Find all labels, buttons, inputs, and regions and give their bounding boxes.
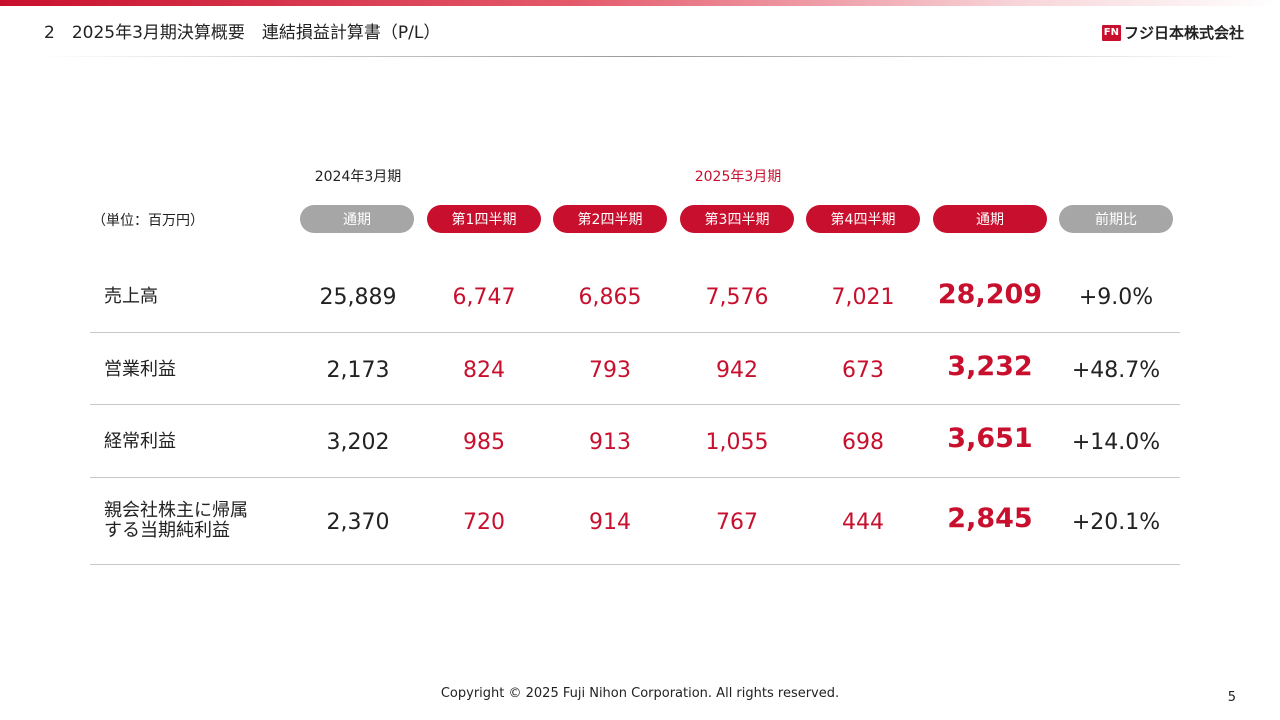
- column-header-q1: 第1四半期: [427, 205, 541, 233]
- logo-mark-icon: FN: [1101, 24, 1121, 41]
- company-logo: FN フジ日本株式会社: [1101, 22, 1244, 43]
- row-divider: [90, 404, 1180, 405]
- period-label-2025: 2025年3月期: [694, 169, 782, 185]
- full-year-value: 3,651: [947, 423, 1033, 454]
- yoy-value: +48.7%: [1071, 358, 1161, 383]
- column-header-q3: 第3四半期: [680, 205, 794, 233]
- q2-value: 793: [589, 358, 631, 383]
- period-label-2024: 2024年3月期: [314, 169, 402, 185]
- top-accent-bar: [0, 0, 1280, 6]
- row-label: 売上高: [104, 286, 158, 307]
- q3-value: 7,576: [705, 285, 769, 310]
- q4-value: 444: [842, 510, 884, 535]
- column-header-yoy: 前期比: [1059, 205, 1173, 233]
- column-header-prev-full-year: 通期: [300, 205, 414, 233]
- row-divider: [90, 564, 1180, 565]
- column-header-q4: 第4四半期: [806, 205, 920, 233]
- title-divider: [40, 56, 1240, 57]
- q3-value: 767: [716, 510, 758, 535]
- slide-title: 2 2025年3月期決算概要 連結損益計算書（P/L）: [44, 23, 441, 43]
- row-label-line-2: する当期純利益: [104, 520, 230, 541]
- row-label: 営業利益: [104, 359, 176, 380]
- q4-value: 7,021: [831, 285, 895, 310]
- prev-year-value: 25,889: [319, 285, 397, 310]
- column-header-q2: 第2四半期: [553, 205, 667, 233]
- full-year-value: 28,209: [937, 279, 1043, 310]
- q1-value: 6,747: [452, 285, 516, 310]
- yoy-value: +14.0%: [1071, 430, 1161, 455]
- q1-value: 985: [463, 430, 505, 455]
- q4-value: 673: [842, 358, 884, 383]
- q2-value: 914: [589, 510, 631, 535]
- row-divider: [90, 332, 1180, 333]
- q1-value: 824: [463, 358, 505, 383]
- row-label: 経常利益: [104, 431, 176, 452]
- yoy-value: +20.1%: [1071, 510, 1161, 535]
- q3-value: 1,055: [705, 430, 769, 455]
- yoy-value: +9.0%: [1078, 285, 1154, 310]
- row-divider: [90, 477, 1180, 478]
- prev-year-value: 3,202: [326, 430, 390, 455]
- q1-value: 720: [463, 510, 505, 535]
- full-year-value: 2,845: [947, 503, 1033, 534]
- unit-label: （単位：百万円）: [92, 213, 204, 229]
- q2-value: 913: [589, 430, 631, 455]
- prev-year-value: 2,370: [326, 510, 390, 535]
- page-number: 5: [1227, 690, 1236, 705]
- row-label-line-1: 親会社株主に帰属: [104, 500, 248, 521]
- prev-year-value: 2,173: [326, 358, 390, 383]
- q3-value: 942: [716, 358, 758, 383]
- column-header-full-year: 通期: [933, 205, 1047, 233]
- full-year-value: 3,232: [947, 351, 1033, 382]
- copyright-footer: Copyright © 2025 Fuji Nihon Corporation.…: [440, 686, 840, 701]
- q2-value: 6,865: [578, 285, 642, 310]
- q4-value: 698: [842, 430, 884, 455]
- logo-text: フジ日本株式会社: [1123, 24, 1244, 42]
